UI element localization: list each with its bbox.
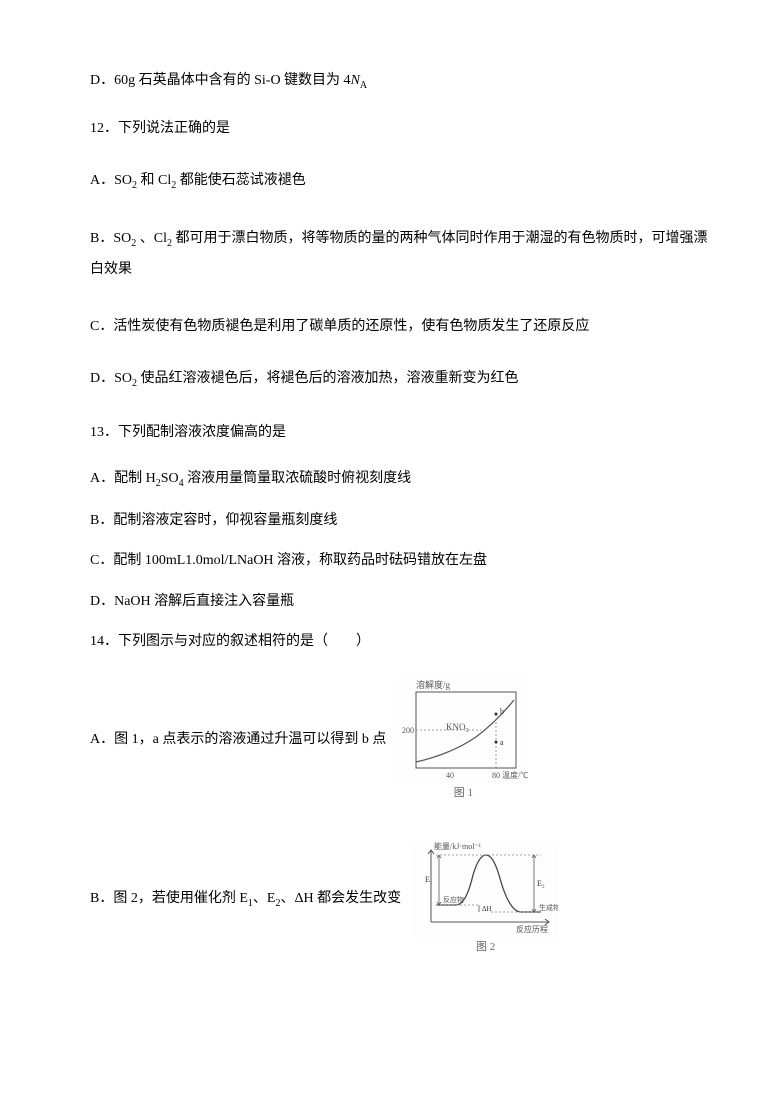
ytick: 200 bbox=[402, 726, 414, 735]
q13-a: A．配制 H2SO4 溶液用量筒量取浓硫酸时俯视刻度线 bbox=[90, 468, 710, 492]
e1-label: E₁ bbox=[425, 875, 433, 884]
q14-b-row: B．图 2，若使用催化剂 E1、E2、ΔH 都会发生改变 E₁ E₂ bbox=[90, 842, 710, 957]
t: 都能使石蕊试液褪色 bbox=[176, 173, 306, 188]
bg bbox=[413, 842, 558, 937]
t: 、Cl bbox=[136, 231, 167, 246]
product-label: 生成物 bbox=[539, 903, 558, 912]
dh-label: ΔH bbox=[482, 905, 492, 913]
ylabel: 能量/kJ·mol⁻¹ bbox=[434, 842, 482, 851]
q13-b: B．配制溶液定容时，仰视容量瓶刻度线 bbox=[90, 510, 710, 532]
t: B．图 2，若使用催化剂 E bbox=[90, 891, 248, 906]
q13-stem: 13．下列配制溶液浓度偏高的是 bbox=[90, 422, 710, 444]
substance-label: KNO₃ bbox=[446, 722, 469, 732]
reactant-label: 反应物 bbox=[443, 895, 464, 904]
t: A．SO bbox=[90, 173, 132, 188]
label-a: a bbox=[500, 738, 504, 747]
chart-solubility: 溶解度/g 200 KNO₃ a b 40 80 温度/℃ bbox=[398, 678, 528, 783]
figure-1-caption: 图 1 bbox=[454, 785, 473, 803]
t: 、E bbox=[253, 891, 276, 906]
t: D．SO bbox=[90, 371, 132, 386]
xlabel: 温度/℃ bbox=[502, 770, 528, 780]
t: SO bbox=[161, 471, 179, 486]
q12-b: B．SO2 、Cl2 都可用于漂白物质，将等物质的量的两种气体同时作用于潮湿的有… bbox=[90, 224, 710, 286]
xt2: 80 bbox=[492, 771, 500, 780]
text: D．60g 石英晶体中含有的 Si-O 键数目为 4 bbox=[90, 73, 351, 88]
q12-stem: 12．下列说法正确的是 bbox=[90, 118, 710, 140]
q14-b: B．图 2，若使用催化剂 E1、E2、ΔH 都会发生改变 bbox=[90, 888, 401, 912]
label-b: b bbox=[500, 707, 504, 716]
figure-1: 溶解度/g 200 KNO₃ a b 40 80 温度/℃ 图 1 bbox=[398, 678, 528, 803]
figure-2-caption: 图 2 bbox=[476, 939, 495, 957]
q11-option-d: D．60g 石英晶体中含有的 Si-O 键数目为 4NA bbox=[90, 70, 710, 94]
point-a bbox=[495, 740, 498, 743]
na-sub: A bbox=[360, 80, 367, 91]
e2-label: E₂ bbox=[537, 879, 545, 888]
t: 和 Cl bbox=[137, 173, 171, 188]
t: 使品红溶液褪色后，将褪色后的溶液加热，溶液重新变为红色 bbox=[137, 371, 519, 386]
q14-a: A．图 1，a 点表示的溶液通过升温可以得到 b 点 bbox=[90, 729, 386, 751]
t: 都可用于漂白物质，将等物质的量的两种气体同时作用于潮湿的有色物质时，可增强漂白效… bbox=[90, 231, 707, 277]
t: A．配制 H bbox=[90, 471, 156, 486]
t: B．SO bbox=[90, 231, 131, 246]
q14-stem: 14．下列图示与对应的叙述相符的是（ ） bbox=[90, 631, 710, 653]
q12-d: D．SO2 使品红溶液褪色后，将褪色后的溶液加热，溶液重新变为红色 bbox=[90, 368, 710, 392]
na: N bbox=[351, 73, 360, 88]
xt1: 40 bbox=[446, 771, 454, 780]
xlabel: 反应历程 bbox=[516, 924, 548, 934]
q12-a: A．SO2 和 Cl2 都能使石蕊试液褪色 bbox=[90, 170, 710, 194]
figure-2: E₁ E₂ ΔH 反应物 生成物 能量/kJ·mol⁻¹ 反应历程 图 2 bbox=[413, 842, 558, 957]
t: 溶液用量筒量取浓硫酸时俯视刻度线 bbox=[184, 471, 412, 486]
q12-c: C．活性炭使有色物质褪色是利用了碳单质的还原性，使有色物质发生了还原反应 bbox=[90, 316, 710, 338]
point-b bbox=[495, 712, 498, 715]
q13-d: D．NaOH 溶解后直接注入容量瓶 bbox=[90, 591, 710, 613]
chart-energy: E₁ E₂ ΔH 反应物 生成物 能量/kJ·mol⁻¹ 反应历程 bbox=[413, 842, 558, 937]
ylabel: 溶解度/g bbox=[416, 679, 451, 690]
q14-a-row: A．图 1，a 点表示的溶液通过升温可以得到 b 点 溶解度/g 200 KNO… bbox=[90, 678, 710, 803]
t: 、ΔH 都会发生改变 bbox=[280, 891, 401, 906]
q13-c: C．配制 100mL1.0mol/LNaOH 溶液，称取药品时砝码错放在左盘 bbox=[90, 550, 710, 572]
